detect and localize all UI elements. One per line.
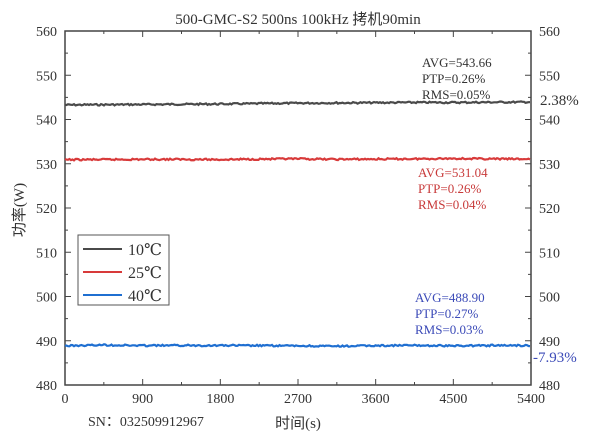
y-tick-label-right: 550 xyxy=(539,69,560,84)
stat-avg-10c: AVG=543.66 xyxy=(422,55,492,70)
y-tick-label: 560 xyxy=(36,25,57,40)
y-tick-label: 540 xyxy=(36,114,57,129)
y-tick-label-right: 490 xyxy=(539,335,560,350)
y-tick-label: 550 xyxy=(36,69,57,84)
y-tick-label-right: 530 xyxy=(539,158,560,173)
series-line-2 xyxy=(64,343,531,348)
series-line-1 xyxy=(64,156,531,162)
chart-title: 500-GMC-S2 500ns 100kHz 拷机90min xyxy=(175,11,421,28)
y-tick-label: 520 xyxy=(36,202,57,217)
stat-rms-10c: RMS=0.05% xyxy=(422,87,491,102)
x-tick-label: 1800 xyxy=(206,392,234,407)
x-tick-label: 2700 xyxy=(284,392,312,407)
serial-number: SN：032509912967 xyxy=(88,415,204,430)
upper-delta-label: 2.38% xyxy=(540,93,579,109)
stat-ptp-10c: PTP=0.26% xyxy=(422,71,485,86)
stat-ptp-25c: PTP=0.26% xyxy=(418,181,481,196)
stat-avg-40c: AVG=488.90 xyxy=(415,290,485,305)
y-tick-label-right: 480 xyxy=(539,379,560,394)
x-axis-label: 时间(s) xyxy=(275,415,321,432)
y-tick-label-right: 510 xyxy=(539,246,560,261)
y-tick-label-right: 540 xyxy=(539,114,560,129)
stats-25c: AVG=531.04 PTP=0.26% RMS=0.04% xyxy=(418,165,488,212)
y-tick-label-right: 560 xyxy=(539,25,560,40)
stat-ptp-40c: PTP=0.27% xyxy=(415,306,478,321)
stats-40c: AVG=488.90 PTP=0.27% RMS=0.03% xyxy=(415,290,485,337)
x-tick-label: 4500 xyxy=(439,392,467,407)
x-tick-label: 900 xyxy=(132,392,153,407)
x-tick-label: 3600 xyxy=(362,392,390,407)
stat-rms-25c: RMS=0.04% xyxy=(418,197,487,212)
series-line-0 xyxy=(64,100,531,107)
y-tick-label: 500 xyxy=(36,291,57,306)
stats-10c: AVG=543.66 PTP=0.26% RMS=0.05% xyxy=(422,55,492,102)
stat-avg-25c: AVG=531.04 xyxy=(418,165,488,180)
y-tick-label-right: 500 xyxy=(539,291,560,306)
y-tick-label: 480 xyxy=(36,379,57,394)
legend: 10℃ 25℃ 40℃ xyxy=(77,234,170,306)
y-tick-label: 530 xyxy=(36,158,57,173)
y-tick-label-right: 520 xyxy=(539,202,560,217)
x-tick-label: 5400 xyxy=(517,392,545,407)
y-tick-label: 490 xyxy=(36,335,57,350)
legend-box xyxy=(77,234,170,306)
legend-label-1: 25℃ xyxy=(128,265,162,282)
legend-label-0: 10℃ xyxy=(128,242,162,259)
lower-delta-label: -7.93% xyxy=(533,350,577,366)
x-tick-label: 0 xyxy=(62,392,69,407)
y-tick-label: 510 xyxy=(36,246,57,261)
legend-label-2: 40℃ xyxy=(128,288,162,305)
stat-rms-40c: RMS=0.03% xyxy=(415,322,484,337)
y-axis-label: 功率(W) xyxy=(11,183,28,237)
